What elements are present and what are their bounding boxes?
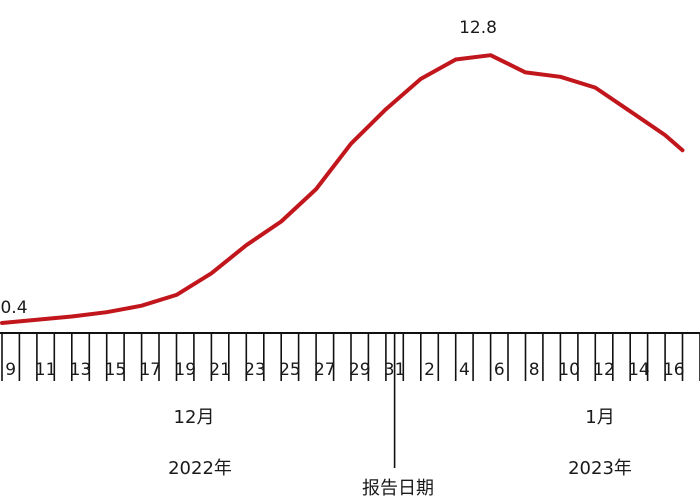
x-tick-label: 8: [529, 360, 540, 380]
x-tick-label: 2: [424, 360, 435, 380]
series-line-0: [0, 53, 685, 325]
x-tick-label: 10: [558, 360, 580, 380]
x-tick-label: 4: [459, 360, 470, 380]
x-tick-label: 11: [35, 360, 57, 380]
x-axis-title-report-date: 报告日期: [362, 478, 434, 499]
x-tick-label: 23: [244, 360, 266, 380]
x-tick-label: 25: [279, 360, 301, 380]
data-label-start: 0.4: [0, 298, 27, 318]
data-label-peak: 12.8: [459, 18, 497, 38]
x-tick-label: 21: [209, 360, 231, 380]
month-label-january: 1月: [585, 407, 614, 428]
month-label-december: 12月: [174, 407, 215, 428]
series-line-layer: [0, 53, 685, 325]
x-tick-label: 17: [139, 360, 161, 380]
x-tick-label: 15: [105, 360, 127, 380]
x-axis: 911131517192123252729312468101214161: [0, 332, 700, 468]
x-tick-label: 9: [5, 360, 16, 380]
year-label-2023: 2023年: [568, 458, 632, 479]
x-tick-label: 19: [174, 360, 196, 380]
x-tick-label: 6: [494, 360, 505, 380]
year-label-2022: 2022年: [168, 458, 232, 479]
x-tick-label: 12: [593, 360, 615, 380]
x-tick-label: 27: [314, 360, 336, 380]
x-tick-label: 16: [663, 360, 685, 380]
x-tick-label: 14: [628, 360, 650, 380]
x-tick-label: 13: [70, 360, 92, 380]
x-tick-label: 29: [349, 360, 371, 380]
chart-labels: 0.4 12.8 12月 1月 2022年 2023年 报告日期: [0, 18, 631, 499]
